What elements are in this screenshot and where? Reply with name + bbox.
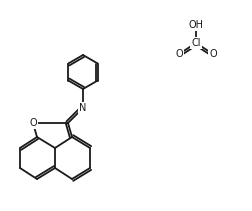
Text: OH: OH xyxy=(188,20,203,30)
Text: Cl: Cl xyxy=(191,38,200,48)
Text: O: O xyxy=(174,49,182,59)
Text: O: O xyxy=(29,118,37,128)
Text: O: O xyxy=(208,49,216,59)
Text: N: N xyxy=(79,103,86,113)
